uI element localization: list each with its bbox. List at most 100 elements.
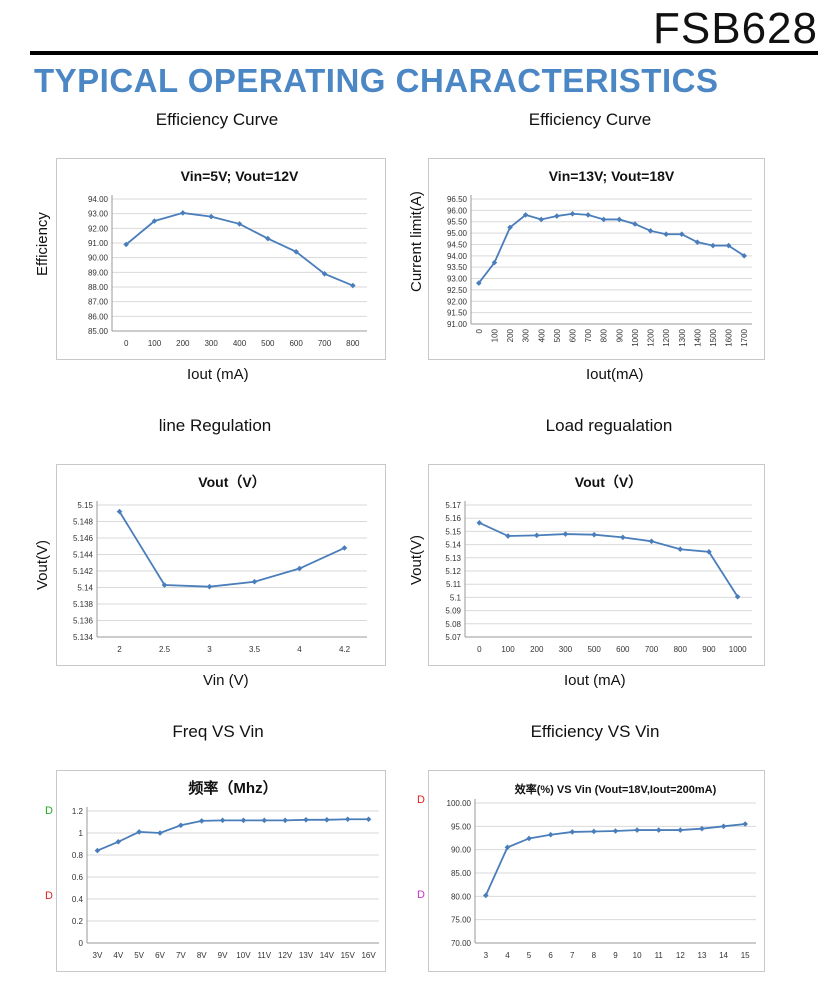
chart0-x-tick-label: 200 [176,339,190,348]
chart1-x-tick-label: 500 [553,328,562,342]
chart1-y-tick-label: 95.50 [447,218,468,227]
chart-svg-current-limit-right: Vin=13V; Vout=18V 91.00 91.50 92.00 92.50 93.… [447,168,752,347]
chart4-x-tick-label: 16V [361,951,376,960]
chart1-x-tick-label: 1300 [678,328,687,346]
chart4-data-point [303,817,309,823]
chart4-x-tick-label: 9V [218,951,228,960]
chart2-data-point [161,582,168,588]
chart3-x-tick-label: 800 [674,645,688,654]
chart0-data-point [151,218,158,224]
chart4-x-tick-label: 13V [299,951,314,960]
chart1-data-point [710,242,716,249]
chart0-y-tick-label: 87.00 [88,298,109,307]
chart2-x-tick-label: 2.5 [159,645,171,654]
chart3-data-point [677,546,684,553]
chart5-y-tick-label: 95.00 [451,822,472,831]
ylabel-efficiency-left: Efficiency [34,212,51,276]
chart3-y-tick-label: 5.11 [446,580,462,589]
chart5-y-tick-label: 100.00 [447,799,472,808]
chart1-x-tick-label: 100 [490,328,499,342]
chart1-data-point [507,224,513,231]
chart3-y-tick-label: 5.08 [445,620,461,629]
chart4-data-point [178,822,184,829]
chart2-x-tick-label: 2 [117,645,122,654]
chart1-data-point [632,221,638,227]
chart1-y-tick-label: 93.00 [447,275,468,284]
chart2-y-tick-label: 5.146 [73,534,94,543]
chart3-y-tick-label: 5.07 [445,633,461,642]
chart3-y-tick-label: 5.14 [445,541,461,550]
chart2-x-tick-label: 3 [207,645,212,654]
chart5-data-point [504,844,511,851]
chart4-data-point [198,818,205,824]
chart2-data-point [206,583,213,590]
chart5-x-tick-label: 8 [592,951,597,960]
chart4-y-tick-label: 0.4 [72,895,84,904]
part-number: FSB628 [653,4,818,53]
chart1-x-tick-label: 600 [568,328,577,342]
chart5-data-point [526,835,532,842]
chart0-data-point [350,282,356,289]
chart3-y-tick-label: 5.1 [450,593,462,602]
chart4-data-point [157,830,163,836]
chart5-y-tick-label: 85.00 [451,869,472,878]
chart2-x-tick-label: 4 [297,645,302,654]
chart1-x-tick-label: 1500 [709,328,718,346]
chart3-x-tick-label: 200 [530,645,544,654]
chart4-data-point [261,817,268,824]
chart5-x-tick-label: 3 [484,951,489,960]
chart-heading-efficiency-right: Efficiency Curve [528,110,652,129]
chart1-title: Vin=13V; Vout=18V [549,168,675,184]
chart2-y-tick-label: 5.142 [73,567,94,576]
chart4-x-tick-label: 8V [197,951,207,960]
chart1-x-tick-label: 1400 [693,328,702,346]
chart0-x-tick-label: 700 [318,339,332,348]
chart5-data-point [720,823,727,830]
chart1-x-tick-label: 1600 [725,328,734,346]
chart0-data-point [180,210,186,216]
chart5-y-tick-label: 70.00 [451,939,472,948]
chart5-data-point [742,821,748,827]
chart5-y-tick-label: 90.00 [451,846,472,855]
chart1-y-tick-label: 93.50 [447,263,468,272]
chart4-data-point [136,829,142,835]
chart3-x-tick-label: 500 [587,645,601,654]
chart1-x-tick-label: 900 [615,328,624,342]
section-title: TYPICAL OPERATING CHARACTERISTICS [34,62,719,99]
chart0-y-tick-label: 91.00 [88,239,109,248]
chart5-x-tick-label: 7 [570,951,575,960]
chart1-x-tick-label: 300 [522,328,531,342]
chart4-y-tick-label: 0.2 [72,917,84,926]
chart4-series-line [97,818,369,852]
chart5-x-tick-label: 12 [676,951,685,960]
chart3-data-point [648,538,655,545]
chart4-x-tick-label: 3V [93,951,103,960]
ylabel-current-limit-right: Current limit(A) [408,191,425,292]
chart4-x-tick-label: 11V [257,951,271,960]
chart1-y-tick-label: 91.00 [447,320,468,329]
chart4-data-point [282,817,288,824]
chart0-data-point [265,235,271,242]
chart4-x-tick-label: 7V [176,951,186,960]
chart2-data-point [296,565,303,572]
chart-freq-vs-vin: 频率（Mhz） 0 0.2 0.4 0.6 0.8 1 1.2 3V 4V 5V 6V 7V 8V 9V 10… [56,770,386,972]
chart1-y-tick-label: 95.00 [447,229,468,238]
chart3-x-tick-label: 900 [702,645,716,654]
chart-svg-efficiency-vs-vin: 效率(%) VS Vin (Vout=18V,Iout=200mA) 70.00 7… [447,782,756,960]
chart1-data-point [585,212,591,218]
chart1-x-tick-label: 200 [506,328,515,342]
chart3-x-tick-label: 0 [477,645,482,654]
chart1-y-tick-label: 96.00 [447,206,468,215]
chart4-x-tick-label: 10V [236,951,251,960]
chart1-data-point [554,213,560,219]
chart1-y-tick-label: 91.50 [447,309,468,318]
chart3-series-line [478,522,739,598]
chart3-data-point [476,520,483,526]
chart4-data-point [115,839,122,845]
chart0-x-tick-label: 300 [204,339,218,348]
chart-svg-efficiency-left: Vin=5V; Vout=12V 85.00 86.00 87.00 88.00 89.0… [88,168,367,348]
chart3-x-tick-label: 600 [616,645,630,654]
chart3-y-tick-label: 5.13 [445,554,461,563]
chart5-x-tick-label: 11 [655,951,664,960]
chart2-y-tick-label: 5.136 [73,617,94,626]
